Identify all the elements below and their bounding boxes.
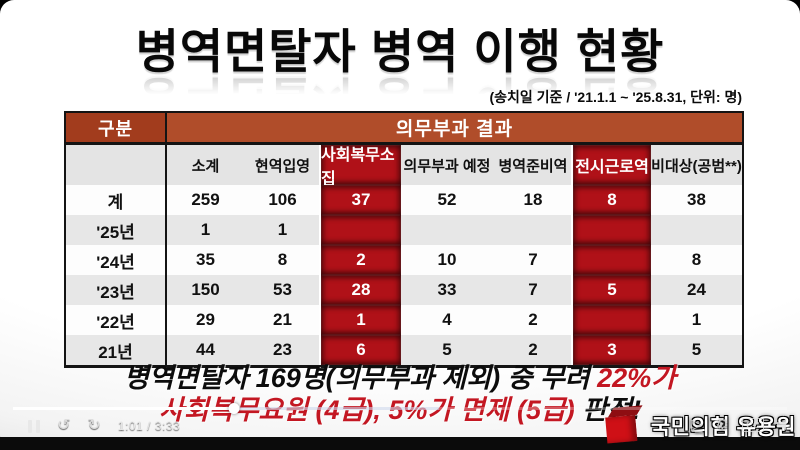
column-header: 병역준비역	[493, 145, 573, 185]
table-row: 계 259 106 37 52 18 8 38	[66, 185, 742, 215]
table-cell: 259	[167, 185, 244, 215]
channel-branding: 국민의힘 유용원	[602, 405, 796, 446]
current-time: 1:01	[117, 419, 144, 433]
table-cell: 10	[401, 245, 493, 275]
table-row: '22년 29 21 1 4 2 1	[66, 305, 742, 335]
table-cell: 8	[651, 245, 742, 275]
table-cell: 1	[651, 305, 742, 335]
table-cell	[651, 215, 742, 245]
group-header-cell: 의무부과 결과	[167, 113, 742, 142]
corner-header-cell: 구분	[66, 113, 167, 142]
summary-table: 구분 의무부과 결과 소계 현역입영 사회복무소집 의무부과 예정 병역준비역 …	[64, 111, 744, 368]
caption-red-text: 22%가	[597, 363, 677, 393]
row-label: '24년	[66, 245, 167, 275]
time-display: 1:01 / 3:33	[118, 419, 180, 433]
table-cell	[573, 215, 651, 245]
table-cell	[573, 305, 651, 335]
table-row: '25년 1 1	[66, 215, 742, 245]
table-cell	[493, 215, 573, 245]
table-cell: 21	[244, 305, 321, 335]
forward-10-icon[interactable]: ↻	[87, 417, 101, 434]
row-label: '23년	[66, 275, 167, 305]
duration: 3:33	[154, 419, 181, 433]
table-column-headers: 소계 현역입영 사회복무소집 의무부과 예정 병역준비역 전시근로역 비대상(공…	[66, 145, 742, 188]
caption-red-text: 사회복무요원 (4급), 5%가 면제 (5급)	[159, 395, 575, 425]
table-cell: 52	[401, 185, 493, 215]
table-cell: 5	[651, 335, 742, 365]
table-cell: 28	[321, 275, 401, 305]
player-right-controls: ▷̲ ⚙ CC	[691, 417, 792, 432]
row-label: '22년	[66, 305, 167, 335]
table-cell: 150	[167, 275, 244, 305]
table-cell: 5	[401, 335, 493, 365]
table-cell: 18	[493, 185, 573, 215]
table-cell: 8	[244, 245, 321, 275]
channel-logo-icon	[602, 405, 645, 446]
table-cell: 1	[321, 305, 401, 335]
table-body: 계 259 106 37 52 18 8 38'25년 1 1'24년 35 8 2 10 7 8'23년 15…	[66, 185, 742, 365]
table-cell: 8	[573, 185, 651, 215]
table-cell: 106	[244, 185, 321, 215]
player-controls: ↺ ↻ 1:01 / 3:33	[28, 414, 180, 438]
table-cell: 7	[493, 245, 573, 275]
caption-black-text: 병역면탈자 169명(의무부과 제외) 중 무려	[123, 363, 598, 393]
rewind-10-icon[interactable]: ↺	[57, 417, 71, 434]
table-cell: 38	[651, 185, 742, 215]
table-cell: 3	[573, 335, 651, 365]
column-header: 의무부과 예정	[401, 145, 493, 185]
table-cell: 2	[493, 335, 573, 365]
table-header-group-row: 구분 의무부과 결과	[66, 113, 742, 145]
caption-line-2: 사회복무요원 (4급), 5%가 면제 (5급) 판정!	[0, 394, 800, 426]
column-header: 소계	[167, 145, 244, 185]
time-separator: /	[147, 419, 151, 433]
empty-header-cell	[66, 145, 167, 185]
progress-bar[interactable]	[13, 403, 787, 414]
letterbox-strip	[0, 437, 800, 450]
table-cell: 2	[321, 245, 401, 275]
progress-played	[13, 407, 235, 410]
table-cell: 29	[167, 305, 244, 335]
table-cell	[321, 215, 401, 245]
row-label: 21년	[66, 335, 167, 365]
table-cell: 1	[244, 215, 321, 245]
table-cell: 6	[321, 335, 401, 365]
settings-icon[interactable]: ⚙	[715, 416, 729, 433]
page-title: 병역면탈자 병역 이행 현황	[135, 25, 665, 78]
table-row: 21년 44 23 6 5 2 3 5	[66, 335, 742, 365]
column-header: 현역입영	[244, 145, 321, 185]
pause-icon[interactable]	[28, 419, 40, 433]
table-row: '23년 150 53 28 33 7 5 24	[66, 275, 742, 305]
subtitles-icon[interactable]: CC	[742, 417, 764, 432]
table-cell: 37	[321, 185, 401, 215]
table-cell	[573, 245, 651, 275]
autoplay-icon[interactable]: ▷̲	[691, 416, 703, 433]
volume-icon[interactable]	[777, 418, 787, 431]
table-cell: 7	[493, 275, 573, 305]
table-cell: 24	[651, 275, 742, 305]
progress-knob[interactable]	[228, 403, 240, 414]
row-label: '25년	[66, 215, 167, 245]
table-cell: 1	[167, 215, 244, 245]
table-row: '24년 35 8 2 10 7 8	[66, 245, 742, 275]
table-cell: 2	[493, 305, 573, 335]
column-header: 비대상(공범**)	[651, 145, 742, 185]
table-cell: 53	[244, 275, 321, 305]
channel-name: 국민의힘 유용원	[650, 416, 796, 439]
table-cell: 35	[167, 245, 244, 275]
caption-line-1: 병역면탈자 169명(의무부과 제외) 중 무려 22%가	[0, 362, 800, 394]
table-cell: 5	[573, 275, 651, 305]
table-cell: 4	[401, 305, 493, 335]
column-header-highlighted: 사회복무소집	[321, 145, 401, 188]
table-cell: 23	[244, 335, 321, 365]
caption-text: 병역면탈자 169명(의무부과 제외) 중 무려 22%가 사회복무요원 (4급…	[0, 362, 800, 426]
row-label: 계	[66, 185, 167, 215]
column-header-highlighted: 전시근로역	[573, 145, 651, 185]
table-cell	[401, 215, 493, 245]
subtitle-note: (송치일 기준 / '21.1.1 ~ '25.8.31, 단위: 명)	[489, 89, 742, 105]
table-cell: 44	[167, 335, 244, 365]
table-cell: 33	[401, 275, 493, 305]
